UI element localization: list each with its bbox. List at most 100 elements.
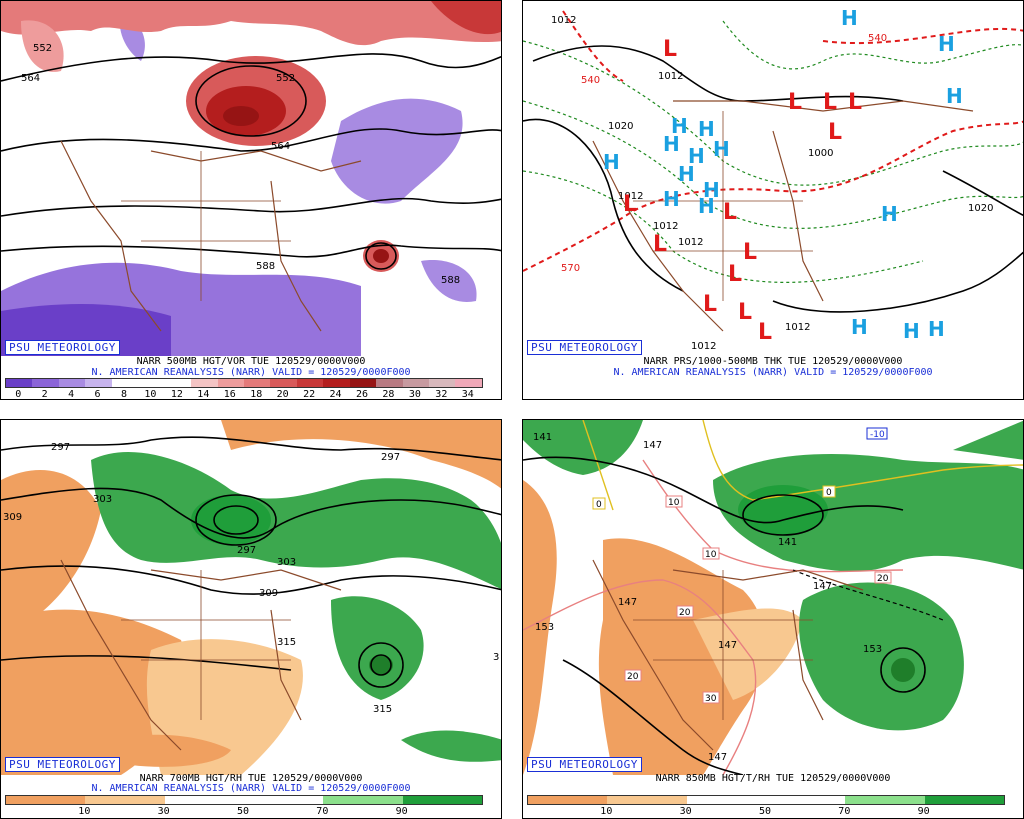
psu-meteorology-badge: PSU METEOROLOGY — [5, 757, 120, 772]
colorbar-swatch — [191, 379, 218, 387]
colorbar-tick: 24 — [329, 389, 342, 400]
contour-label: 588 — [441, 275, 460, 286]
colorbar-swatch — [455, 379, 482, 387]
high-pressure-marker: H — [851, 315, 868, 339]
panel-title: NARR PRS/1000-500MB THK TUE 120529/0000V… — [643, 356, 903, 367]
colorbar-swatch — [845, 796, 925, 804]
low-pressure-marker: L — [663, 37, 677, 62]
contour-label: 1000 — [808, 148, 833, 159]
colorbar-swatch — [376, 379, 403, 387]
colorbar-tick: 28 — [382, 389, 395, 400]
colorbar-swatch — [243, 796, 324, 804]
contour-label: 1020 — [608, 121, 633, 132]
colorbar-swatch — [111, 379, 139, 387]
low-pressure-marker: L — [788, 90, 802, 115]
panel-850mb-t-rh: 141 147 153 147 147 141 147 153 147 -10 … — [522, 419, 1024, 819]
colorbar-swatch — [686, 796, 766, 804]
high-pressure-marker: H — [713, 137, 730, 161]
colorbar-swatch — [323, 379, 350, 387]
contour-label: 153 — [863, 644, 882, 655]
contour-label: 297 — [381, 452, 400, 463]
colorbar-swatch — [85, 379, 112, 387]
colorbar-tick: 50 — [758, 806, 772, 817]
contour-label: 141 — [778, 537, 797, 548]
rh-850mb-map: 141 147 153 147 147 141 147 153 147 -10 … — [523, 420, 1023, 775]
panel-subtitle: N. AMERICAN REANALYSIS (NARR) VALID = 12… — [91, 783, 411, 794]
colorbar-tick: 70 — [316, 806, 329, 817]
contour-label: 540 — [868, 33, 887, 44]
panel-subtitle: N. AMERICAN REANALYSIS (NARR) VALID = 12… — [613, 367, 933, 378]
contour-label: 564 — [21, 73, 40, 84]
panel-title: NARR 850MB HGT/T/RH TUE 120529/0000V000 — [655, 773, 891, 784]
colorbar-tick: 4 — [68, 389, 75, 400]
panel-700mb-rh: 297 297 303 309 297 303 309 315 315 3 PS… — [0, 419, 502, 819]
colorbar-swatch — [217, 379, 244, 387]
colorbar-swatch — [296, 379, 324, 387]
contour-label: 1012 — [551, 15, 576, 26]
psu-meteorology-badge: PSU METEOROLOGY — [527, 757, 642, 772]
contour-label: 570 — [561, 263, 580, 274]
low-pressure-marker: L — [723, 200, 737, 225]
high-pressure-marker: H — [671, 114, 688, 138]
panel-title: NARR 500MB HGT/VOR TUE 120529/0000V000 — [136, 356, 366, 367]
colorbar-tick: 90 — [395, 806, 408, 817]
high-pressure-marker: H — [663, 132, 680, 156]
high-pressure-marker: H — [603, 150, 620, 174]
colorbar-swatch — [270, 379, 297, 387]
contour-label: 309 — [3, 512, 22, 523]
colorbar-tick: 20 — [276, 389, 289, 400]
low-pressure-marker: L — [703, 292, 717, 317]
panel-title: NARR 700MB HGT/RH TUE 120529/0000V000 — [139, 773, 363, 784]
colorbar — [5, 795, 483, 805]
colorbar-tick: 50 — [236, 806, 250, 817]
colorbar-swatch — [349, 379, 377, 387]
low-pressure-marker: L — [743, 240, 757, 265]
high-pressure-marker: H — [698, 117, 715, 141]
high-pressure-marker: H — [698, 194, 715, 218]
contour-label: 1020 — [968, 203, 993, 214]
colorbar-swatch — [607, 796, 687, 804]
contour-label: 153 — [535, 622, 554, 633]
contour-label: 141 — [533, 432, 552, 443]
low-pressure-marker: L — [623, 192, 637, 217]
contour-label: 297 — [237, 545, 256, 556]
low-pressure-marker: L — [828, 120, 842, 145]
contour-label: 552 — [33, 43, 52, 54]
panel-subtitle: N. AMERICAN REANALYSIS (NARR) VALID = 12… — [91, 367, 411, 378]
isotherm-label: 20 — [877, 574, 889, 584]
colorbar-swatch — [429, 379, 456, 387]
isotherm-label: 30 — [705, 694, 717, 704]
contour-label: 315 — [277, 637, 296, 648]
colorbar-tick: 12 — [170, 389, 183, 400]
low-pressure-marker: L — [653, 232, 667, 257]
contour-label: 540 — [581, 75, 600, 86]
contour-label: 3 — [493, 652, 499, 663]
contour-label: 1012 — [653, 221, 678, 232]
colorbar-swatch — [164, 796, 244, 804]
colorbar-ticks: 0 2 4 6 8 10 12 14 16 18 20 22 24 26 28 30 32 34 — [5, 389, 481, 400]
colorbar-tick: 70 — [838, 806, 851, 817]
colorbar-tick: 8 — [120, 389, 128, 400]
contour-label: 1012 — [658, 71, 683, 82]
colorbar-swatch — [765, 796, 846, 804]
pressure-map: 1012 1012 1020 1012 1012 1012 1012 1012 … — [523, 1, 1023, 356]
colorbar-swatch — [528, 796, 608, 804]
colorbar-swatch — [402, 379, 429, 387]
colorbar-tick: 18 — [250, 389, 263, 400]
low-pressure-marker: L — [728, 262, 742, 287]
colorbar-tick: 14 — [197, 389, 210, 400]
contour-label: 303 — [277, 557, 296, 568]
high-pressure-marker: H — [938, 32, 955, 56]
high-pressure-marker: H — [946, 84, 963, 108]
colorbar-swatch — [164, 379, 192, 387]
contour-label: 1012 — [618, 191, 643, 202]
colorbar-swatch — [323, 796, 403, 804]
colorbar-tick: 34 — [461, 389, 474, 400]
colorbar-swatch — [6, 796, 86, 804]
high-pressure-marker: H — [928, 317, 945, 341]
panel-500mb-vorticity: 552 564 552 564 588 588 PSU METEOROLOGY … — [0, 0, 502, 400]
high-pressure-marker: H — [903, 319, 920, 343]
isotherm-label: 0 — [826, 488, 832, 498]
high-pressure-marker: H — [881, 202, 898, 226]
colorbar-tick: 10 — [144, 389, 157, 400]
